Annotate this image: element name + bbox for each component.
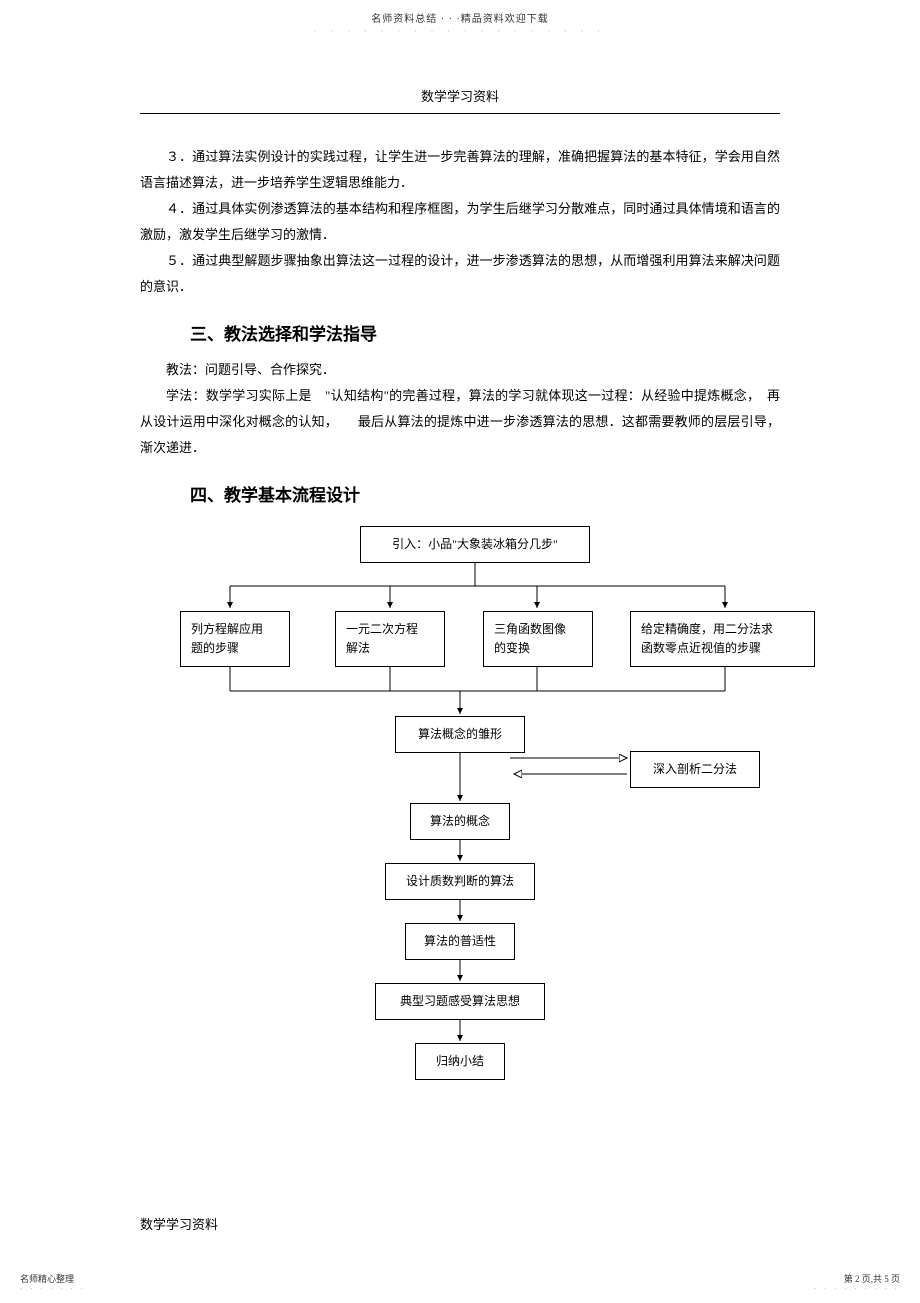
body-text-block-2: 教法：问题引导、合作探究． 学法：数学学习实际上是 "认知结构"的完善过程，算法… [140, 357, 780, 461]
flow-n1: 引入：小品"大象装冰箱分几步" [360, 526, 590, 563]
flow-n12: 归纳小结 [415, 1043, 505, 1080]
para-4: ４．通过具体实例渗透算法的基本结构和程序框图，为学生后继学习分散难点，同时通过具… [140, 196, 780, 248]
para-3: ３．通过算法实例设计的实践过程，让学生进一步完善算法的理解，准确把握算法的基本特… [140, 144, 780, 196]
flow-n2-line2: 题的步骤 [191, 641, 239, 655]
flow-n4: 三角函数图像 的变换 [483, 611, 593, 667]
flow-n11: 典型习题感受算法思想 [375, 983, 545, 1020]
bottom-right-dots: · · · · · · · · · [814, 1285, 900, 1293]
flow-n4-line1: 三角函数图像 [494, 622, 566, 636]
flow-n5: 给定精确度，用二分法求 函数零点近视值的步骤 [630, 611, 815, 667]
flow-n6: 算法概念的雏形 [395, 716, 525, 753]
para-teach: 教法：问题引导、合作探究． [140, 357, 780, 383]
para-5: ５．通过典型解题步骤抽象出算法这一过程的设计，进一步渗透算法的思想，从而增强利用… [140, 248, 780, 300]
heading-4: 四、教学基本流程设计 [190, 481, 780, 506]
heading-3: 三、教法选择和学法指导 [190, 320, 780, 345]
flow-n4-line2: 的变换 [494, 641, 530, 655]
flow-n3-line2: 解法 [346, 641, 370, 655]
flow-n3: 一元二次方程 解法 [335, 611, 445, 667]
flow-n2-line1: 列方程解应用 [191, 622, 263, 636]
flow-n2: 列方程解应用 题的步骤 [180, 611, 290, 667]
flow-n9: 设计质数判断的算法 [385, 863, 535, 900]
flow-n5-line2: 函数零点近视值的步骤 [641, 641, 761, 655]
page-number: 第 2 页,共 5 页 [814, 1272, 900, 1285]
bottom-left-dots: · · · · · · · [20, 1285, 86, 1293]
flow-n10: 算法的普适性 [405, 923, 515, 960]
footer-text: 数学学习资料 [140, 1214, 218, 1233]
page-title: 数学学习资料 [140, 86, 780, 114]
bottom-left: 名师精心整理 · · · · · · · [20, 1272, 86, 1293]
flow-n8: 算法的概念 [410, 803, 510, 840]
flow-n5-line1: 给定精确度，用二分法求 [641, 622, 773, 636]
bottom-left-label: 名师精心整理 [20, 1272, 86, 1285]
flow-n7: 深入剖析二分法 [630, 751, 760, 788]
bottom-right: 第 2 页,共 5 页 · · · · · · · · · [814, 1272, 900, 1293]
top-header: 名师资料总结 · · ·精品资料欢迎下载 [0, 0, 920, 25]
body-text-block-1: ３．通过算法实例设计的实践过程，让学生进一步完善算法的理解，准确把握算法的基本特… [140, 144, 780, 300]
flow-n3-line1: 一元二次方程 [346, 622, 418, 636]
para-learn: 学法：数学学习实际上是 "认知结构"的完善过程，算法的学习就体现这一过程：从经验… [140, 383, 780, 461]
flowchart: 引入：小品"大象装冰箱分几步" 列方程解应用 题的步骤 一元二次方程 解法 三角… [140, 526, 780, 1106]
page-content: 数学学习资料 ３．通过算法实例设计的实践过程，让学生进一步完善算法的理解，准确把… [140, 86, 780, 1106]
top-dots: · · · · · · · · · · · · · · · · · · [0, 27, 920, 36]
